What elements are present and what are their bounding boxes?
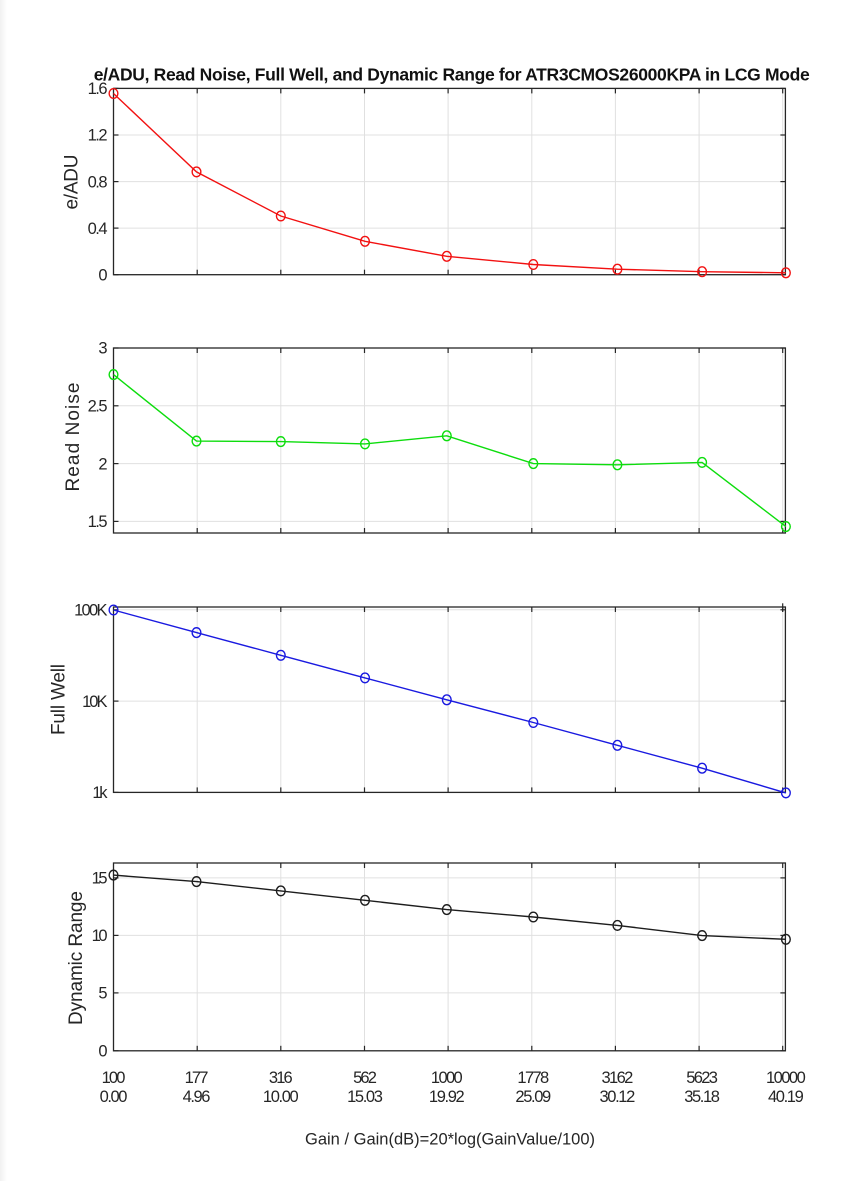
svg-text:0: 0: [98, 1043, 107, 1061]
svg-text:10000: 10000: [766, 1069, 806, 1087]
svg-text:10K: 10K: [82, 693, 107, 711]
svg-text:10.00: 10.00: [263, 1088, 299, 1106]
svg-text:2.5: 2.5: [88, 398, 108, 416]
svg-text:3162: 3162: [602, 1069, 634, 1087]
svg-text:5: 5: [98, 985, 107, 1003]
svg-text:1000: 1000: [431, 1069, 463, 1087]
svg-text:0.4: 0.4: [88, 220, 108, 238]
svg-text:0: 0: [98, 266, 107, 284]
svg-text:Read Noise: Read Noise: [63, 383, 84, 492]
svg-text:30.12: 30.12: [600, 1088, 636, 1106]
svg-text:19.92: 19.92: [429, 1088, 465, 1106]
svg-text:4.96: 4.96: [183, 1088, 211, 1106]
svg-text:562: 562: [353, 1069, 377, 1087]
svg-text:1.2: 1.2: [88, 127, 108, 145]
svg-text:316: 316: [269, 1069, 293, 1087]
svg-text:Dynamic Range: Dynamic Range: [66, 891, 87, 1025]
svg-text:e/ADU: e/ADU: [62, 155, 83, 210]
svg-text:15.03: 15.03: [347, 1088, 383, 1106]
svg-text:e/ADU, Read Noise, Full Well,: e/ADU, Read Noise, Full Well, and Dynami…: [94, 65, 810, 85]
svg-text:0.8: 0.8: [88, 173, 108, 191]
svg-text:1778: 1778: [517, 1069, 549, 1087]
svg-text:Gain / Gain(dB)=20*log(GainVal: Gain / Gain(dB)=20*log(GainValue/100): [305, 1131, 595, 1149]
svg-text:40.19: 40.19: [768, 1088, 804, 1106]
svg-text:15: 15: [92, 870, 108, 888]
svg-text:1.6: 1.6: [88, 80, 108, 98]
svg-text:25.09: 25.09: [515, 1088, 551, 1106]
svg-text:Full Well: Full Well: [48, 664, 69, 735]
svg-text:0.00: 0.00: [100, 1088, 128, 1106]
svg-text:1.5: 1.5: [88, 513, 108, 531]
svg-text:177: 177: [185, 1069, 209, 1087]
svg-text:1k: 1k: [92, 784, 108, 802]
svg-text:100K: 100K: [74, 602, 107, 620]
svg-text:35.18: 35.18: [684, 1088, 720, 1106]
svg-text:5623: 5623: [686, 1069, 718, 1087]
svg-text:2: 2: [98, 455, 107, 473]
svg-text:100: 100: [102, 1069, 126, 1087]
svg-text:3: 3: [98, 340, 107, 358]
svg-text:10: 10: [92, 927, 108, 945]
